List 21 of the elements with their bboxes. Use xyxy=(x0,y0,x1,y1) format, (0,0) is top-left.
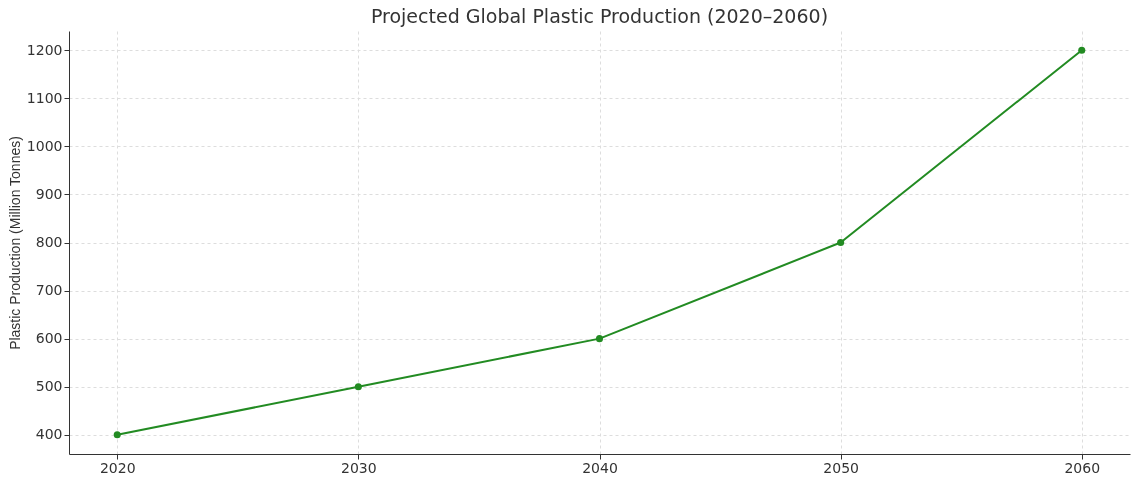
y-tick-label: 500 xyxy=(35,378,63,395)
y-tick-label: 1100 xyxy=(26,89,63,106)
y-axis-title: Plastic Production (Million Tonnes) xyxy=(6,136,23,350)
x-tick-label: 2060 xyxy=(1064,459,1101,476)
point xyxy=(113,431,121,439)
y-tick-label: 400 xyxy=(35,426,63,443)
point xyxy=(595,335,604,343)
x-tick-label: 2040 xyxy=(582,459,618,476)
y-tick-label: 700 xyxy=(35,282,63,299)
point xyxy=(837,238,845,247)
y-tick-label: 800 xyxy=(35,234,63,250)
point xyxy=(1078,46,1086,54)
y-tick-label: 1000 xyxy=(26,137,63,154)
point xyxy=(354,383,362,391)
y-tick-label: 600 xyxy=(35,330,63,347)
x-tick-label: 2050 xyxy=(823,459,859,476)
chart-title: Projected Global Plastic Production (2020–2060) xyxy=(370,5,829,27)
y-tick-label: 900 xyxy=(35,185,63,202)
x-tick-label: 2020 xyxy=(99,459,136,476)
y-tick-label: 1200 xyxy=(26,41,63,58)
x-tick-label: 2030 xyxy=(341,459,377,476)
